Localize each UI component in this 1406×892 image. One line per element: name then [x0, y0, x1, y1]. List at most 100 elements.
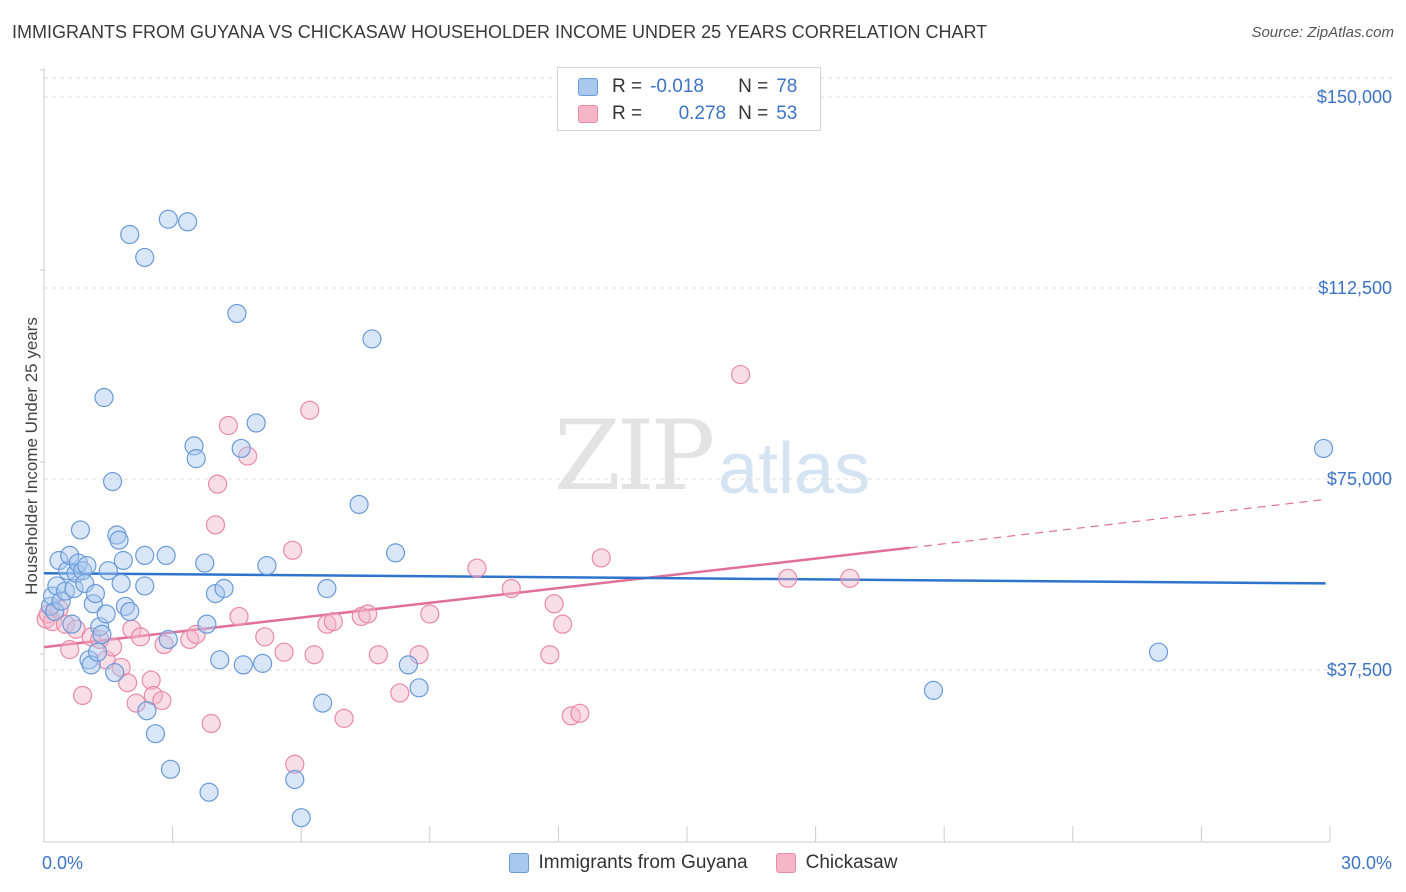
point-guyana: [64, 578, 84, 599]
correlation-legend: R = -0.018 N = 78 R = 0.278 N = 53: [557, 67, 821, 131]
y-tick-label: $150,000: [1317, 87, 1392, 107]
point-guyana: [135, 545, 155, 566]
point-guyana: [109, 530, 129, 550]
point-chickasaw: [304, 645, 324, 665]
point-guyana: [94, 387, 114, 408]
point-chickasaw: [323, 612, 343, 632]
points-chickasaw: [36, 364, 860, 774]
point-guyana: [102, 471, 123, 492]
y-tick-label: $112,500: [1318, 278, 1392, 298]
point-guyana: [105, 662, 125, 683]
source-label: Source: ZipAtlas.com: [1251, 24, 1394, 41]
point-chickasaw: [255, 627, 275, 647]
point-guyana: [197, 614, 217, 634]
point-guyana: [362, 329, 382, 349]
point-chickasaw: [553, 614, 573, 634]
point-guyana: [227, 303, 247, 324]
point-guyana: [178, 212, 198, 232]
legend-row-guyana: R = -0.018 N = 78: [578, 75, 797, 99]
legend-n-label: N =: [738, 103, 769, 124]
point-chickasaw: [130, 627, 151, 647]
point-chickasaw: [778, 568, 798, 588]
y-tick-label: $37,500: [1327, 660, 1392, 680]
point-guyana: [77, 555, 97, 576]
point-chickasaw: [238, 446, 258, 466]
series-name-chickasaw: Chickasaw: [805, 852, 898, 873]
point-guyana: [195, 553, 215, 573]
point-guyana: [158, 629, 178, 650]
point-chickasaw: [180, 629, 200, 650]
x-tick-labels: 0.0% 30.0%: [42, 853, 1392, 873]
point-chickasaw: [358, 604, 378, 624]
point-chickasaw: [274, 642, 294, 662]
point-chickasaw: [570, 703, 590, 723]
points-guyana: [40, 209, 1334, 828]
point-guyana: [98, 561, 118, 581]
y-tick-labels: $37,500 $75,000 $112,500 $150,000: [1317, 87, 1392, 680]
point-guyana: [349, 494, 369, 515]
series-legend-guyana: Immigrants from Guyana: [508, 852, 748, 874]
point-chickasaw: [283, 540, 303, 560]
point-chickasaw: [501, 578, 521, 599]
legend-r-value-chickasaw-text: 0.278: [678, 103, 727, 124]
x-tick-label: 30.0%: [1341, 853, 1392, 873]
legend-n-value-guyana: 78: [776, 76, 798, 97]
series-name-guyana: Immigrants from Guyana: [538, 852, 748, 873]
trend-line-guyana: [43, 571, 1326, 585]
point-chickasaw: [730, 364, 751, 385]
trend-line-guyana-solid: [43, 571, 1326, 585]
legend-r-value-chickasaw: 0.278: [650, 103, 727, 125]
series-swatch-guyana: [508, 853, 529, 873]
point-chickasaw: [126, 693, 146, 713]
legend-n-value-chickasaw: 53: [776, 103, 798, 124]
point-chickasaw: [334, 708, 354, 728]
point-guyana: [85, 583, 106, 604]
point-chickasaw: [285, 754, 305, 774]
watermark-atlas: atlas: [718, 429, 871, 509]
point-guyana: [291, 808, 311, 828]
series-legend-chickasaw: Chickasaw: [775, 852, 898, 874]
point-guyana: [160, 759, 181, 779]
point-chickasaw: [591, 548, 611, 568]
point-chickasaw: [141, 670, 161, 690]
point-chickasaw: [229, 606, 249, 627]
point-guyana: [156, 545, 176, 566]
point-guyana: [135, 576, 155, 596]
point-guyana: [135, 247, 155, 268]
point-guyana: [137, 701, 157, 721]
point-chickasaw: [117, 673, 138, 693]
point-guyana: [70, 520, 91, 540]
axes: [40, 68, 1331, 843]
point-chickasaw: [544, 594, 564, 614]
point-guyana: [1148, 642, 1169, 662]
series-swatch-chickasaw: [775, 853, 796, 873]
point-guyana: [186, 449, 206, 469]
point-guyana: [51, 591, 71, 611]
point-guyana: [158, 209, 178, 229]
point-guyana: [923, 680, 944, 700]
point-guyana: [113, 550, 133, 571]
point-guyana: [92, 624, 112, 644]
point-chickasaw: [840, 568, 860, 588]
point-chickasaw: [205, 515, 226, 535]
series-legend: Immigrants from Guyana Chickasaw: [0, 852, 1406, 874]
point-guyana: [285, 769, 305, 790]
point-guyana: [313, 693, 333, 713]
legend-row-chickasaw: R = 0.278 N = 53: [578, 102, 797, 126]
watermark-zip: ZIP: [554, 400, 715, 512]
point-chickasaw: [152, 690, 172, 711]
point-chickasaw: [72, 685, 93, 706]
legend-swatch-guyana: [578, 78, 598, 96]
point-chickasaw: [420, 604, 440, 624]
point-chickasaw: [540, 645, 560, 665]
chart-title: IMMIGRANTS FROM GUYANA VS CHICKASAW HOUS…: [12, 22, 988, 42]
legend-swatch-chickasaw: [578, 105, 598, 123]
point-chickasaw: [201, 713, 221, 734]
point-guyana: [1313, 438, 1334, 459]
point-chickasaw: [208, 474, 228, 494]
point-guyana: [45, 601, 65, 622]
y-axis-label: Householder Income Under 25 years: [22, 317, 41, 595]
point-chickasaw: [102, 637, 123, 657]
point-guyana: [385, 543, 406, 563]
